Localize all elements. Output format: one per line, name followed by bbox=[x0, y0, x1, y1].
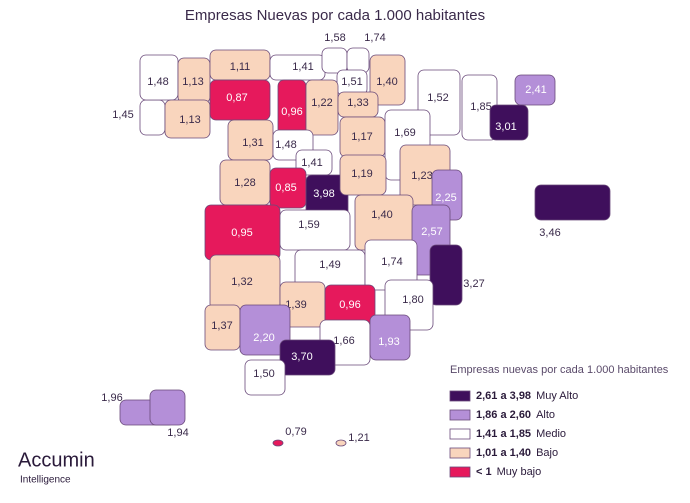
province-label: 1,41 bbox=[301, 157, 322, 169]
province-label: 1,19 bbox=[351, 168, 372, 180]
legend-level: Medio bbox=[536, 428, 566, 440]
province-label: 0,79 bbox=[285, 426, 306, 438]
province bbox=[164, 99, 211, 139]
province-label: 3,27 bbox=[463, 278, 484, 290]
logo-tagline: Intelligence bbox=[20, 475, 71, 486]
province-label: 1,33 bbox=[347, 97, 368, 109]
legend-level: Alto bbox=[536, 409, 555, 421]
province-label: 3,46 bbox=[539, 227, 560, 239]
province-label: 3,98 bbox=[313, 188, 334, 200]
province-label: 1,41 bbox=[292, 61, 313, 73]
legend-range: 1,01 a 1,40 bbox=[476, 447, 531, 459]
province-label: 2,57 bbox=[421, 226, 442, 238]
province bbox=[534, 184, 611, 221]
province-label: 1,66 bbox=[333, 335, 354, 347]
legend-swatch bbox=[449, 466, 471, 478]
legend-swatch bbox=[449, 428, 471, 440]
province-label: 1,52 bbox=[427, 92, 448, 104]
province-label: 2,25 bbox=[435, 192, 456, 204]
province-label: 1,85 bbox=[470, 101, 491, 113]
province-label: 0,96 bbox=[339, 299, 360, 311]
legend-swatch bbox=[449, 409, 471, 421]
province-label: 1,17 bbox=[351, 131, 372, 143]
province-label: 3,01 bbox=[495, 121, 516, 133]
provinces: 1,45 1,48 1,13 1,13 1,11 1,41 1,58 1,74 1,51 1,40… bbox=[101, 32, 611, 447]
province-label: 1,28 bbox=[234, 177, 255, 189]
province-label: 1,39 bbox=[285, 299, 306, 311]
legend-swatch bbox=[449, 447, 471, 459]
province-label: 1,11 bbox=[230, 61, 251, 73]
legend-level: Muy bajo bbox=[497, 466, 542, 478]
province bbox=[149, 389, 186, 426]
province bbox=[429, 244, 463, 306]
province bbox=[489, 104, 529, 141]
province bbox=[244, 359, 286, 396]
province bbox=[335, 439, 347, 447]
province bbox=[346, 47, 370, 74]
province-label: 1,80 bbox=[402, 294, 423, 306]
province-label: 1,31 bbox=[242, 137, 263, 149]
province-label: 0,95 bbox=[231, 227, 252, 239]
province-label: 1,21 bbox=[348, 432, 369, 444]
province-label: 2,20 bbox=[253, 332, 274, 344]
province bbox=[279, 339, 336, 376]
province-label: 1,37 bbox=[211, 320, 232, 332]
province-label: 0,85 bbox=[275, 182, 296, 194]
province-label: 1,94 bbox=[167, 427, 188, 439]
legend-swatch bbox=[449, 390, 471, 402]
province-label: 3,70 bbox=[291, 351, 312, 363]
logo-name: Accumin bbox=[18, 449, 95, 471]
legend: 2,61 a 3,98 Muy Alto 1,86 a 2,60 Alto 1,41 a… bbox=[449, 390, 578, 478]
legend-range: 1,41 a 1,85 bbox=[476, 428, 531, 440]
province-label: 1,40 bbox=[371, 209, 392, 221]
province-label: 1,74 bbox=[364, 32, 385, 44]
legend-level: Muy Alto bbox=[536, 390, 578, 402]
province-label: 1,96 bbox=[101, 392, 122, 404]
province-label: 1,49 bbox=[319, 259, 340, 271]
province-label: 1,23 bbox=[411, 170, 432, 182]
province-label: 1,13 bbox=[182, 76, 203, 88]
province bbox=[272, 439, 284, 447]
province-label: 0,96 bbox=[281, 106, 302, 118]
legend-range: 2,61 a 3,98 bbox=[476, 390, 531, 402]
province-label: 1,48 bbox=[147, 76, 168, 88]
province-label: 1,48 bbox=[275, 139, 296, 151]
legend-range: 1,86 a 2,60 bbox=[476, 409, 531, 421]
province-label: 1,74 bbox=[381, 256, 402, 268]
province bbox=[369, 54, 406, 106]
province-label: 1,93 bbox=[378, 336, 399, 348]
legend-level: Bajo bbox=[536, 447, 558, 459]
legend-range: < 1 bbox=[476, 466, 492, 478]
province bbox=[239, 304, 291, 356]
province bbox=[514, 74, 556, 106]
province-label: 1,50 bbox=[253, 368, 274, 380]
province bbox=[321, 47, 348, 74]
province-label: 1,22 bbox=[311, 97, 332, 109]
province-label: 1,13 bbox=[179, 114, 200, 126]
province-label: 1,40 bbox=[376, 76, 397, 88]
province-label: 1,45 bbox=[112, 109, 133, 121]
legend-title: Empresas nuevas por cada 1.000 habitante… bbox=[450, 364, 669, 376]
province-label: 1,69 bbox=[394, 127, 415, 139]
province-label: 1,59 bbox=[298, 219, 319, 231]
province-label: 1,58 bbox=[324, 32, 345, 44]
province bbox=[139, 99, 166, 136]
province-label: 2,41 bbox=[525, 84, 546, 96]
province-label: 1,51 bbox=[341, 76, 362, 88]
province-label: 1,32 bbox=[231, 276, 252, 288]
province-label: 0,87 bbox=[226, 92, 247, 104]
province bbox=[369, 314, 411, 361]
map-title: Empresas Nuevas por cada 1.000 habitante… bbox=[185, 7, 485, 24]
